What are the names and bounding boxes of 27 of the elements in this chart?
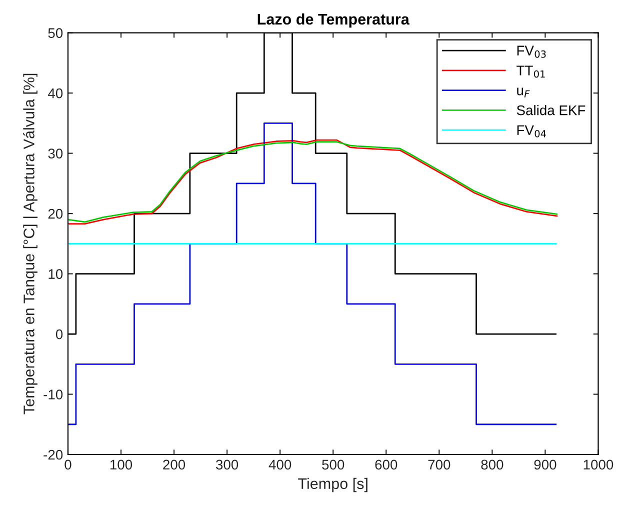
x-tick-label: 400 bbox=[268, 460, 292, 470]
legend-label: Salida EKF bbox=[516, 105, 586, 116]
x-tick-label: 900 bbox=[534, 460, 556, 470]
x-tick-label: 700 bbox=[428, 460, 450, 470]
x-tick-label: 0 bbox=[64, 460, 72, 470]
y-tick-label: 30 bbox=[48, 148, 63, 158]
x-tick-label: 200 bbox=[163, 460, 186, 470]
x-tick-label: 1000 bbox=[584, 460, 614, 470]
legend-label: u$_{F}$ bbox=[517, 88, 530, 98]
legend-label: FV$_{04}$ bbox=[517, 125, 546, 138]
legend-label: TT$_{01}$ bbox=[516, 66, 545, 78]
x-tick-label: 500 bbox=[322, 460, 344, 470]
y-tick-label: -20 bbox=[44, 450, 63, 460]
y-tick-label: 20 bbox=[48, 208, 63, 219]
x-tick-label: 300 bbox=[216, 460, 238, 470]
y-axis-title: Temperatura en Tanque [°C] | Apertura Válvula [%] bbox=[23, 74, 38, 414]
x-axis-title: Tiempo [s] bbox=[298, 478, 368, 492]
x-tick-label: 600 bbox=[375, 460, 398, 470]
chart-title: Lazo de Temperatura bbox=[258, 13, 410, 28]
y-tick-label: 50 bbox=[48, 28, 63, 38]
y-tick-label: 10 bbox=[48, 269, 63, 279]
x-tick-label: 100 bbox=[110, 460, 132, 470]
y-tick-label: 0 bbox=[56, 329, 63, 340]
x-tick-label: 800 bbox=[481, 460, 504, 470]
y-tick-label: 40 bbox=[48, 88, 63, 98]
legend-label: FV$_{03}$ bbox=[517, 46, 546, 58]
y-tick-label: -10 bbox=[44, 390, 63, 400]
